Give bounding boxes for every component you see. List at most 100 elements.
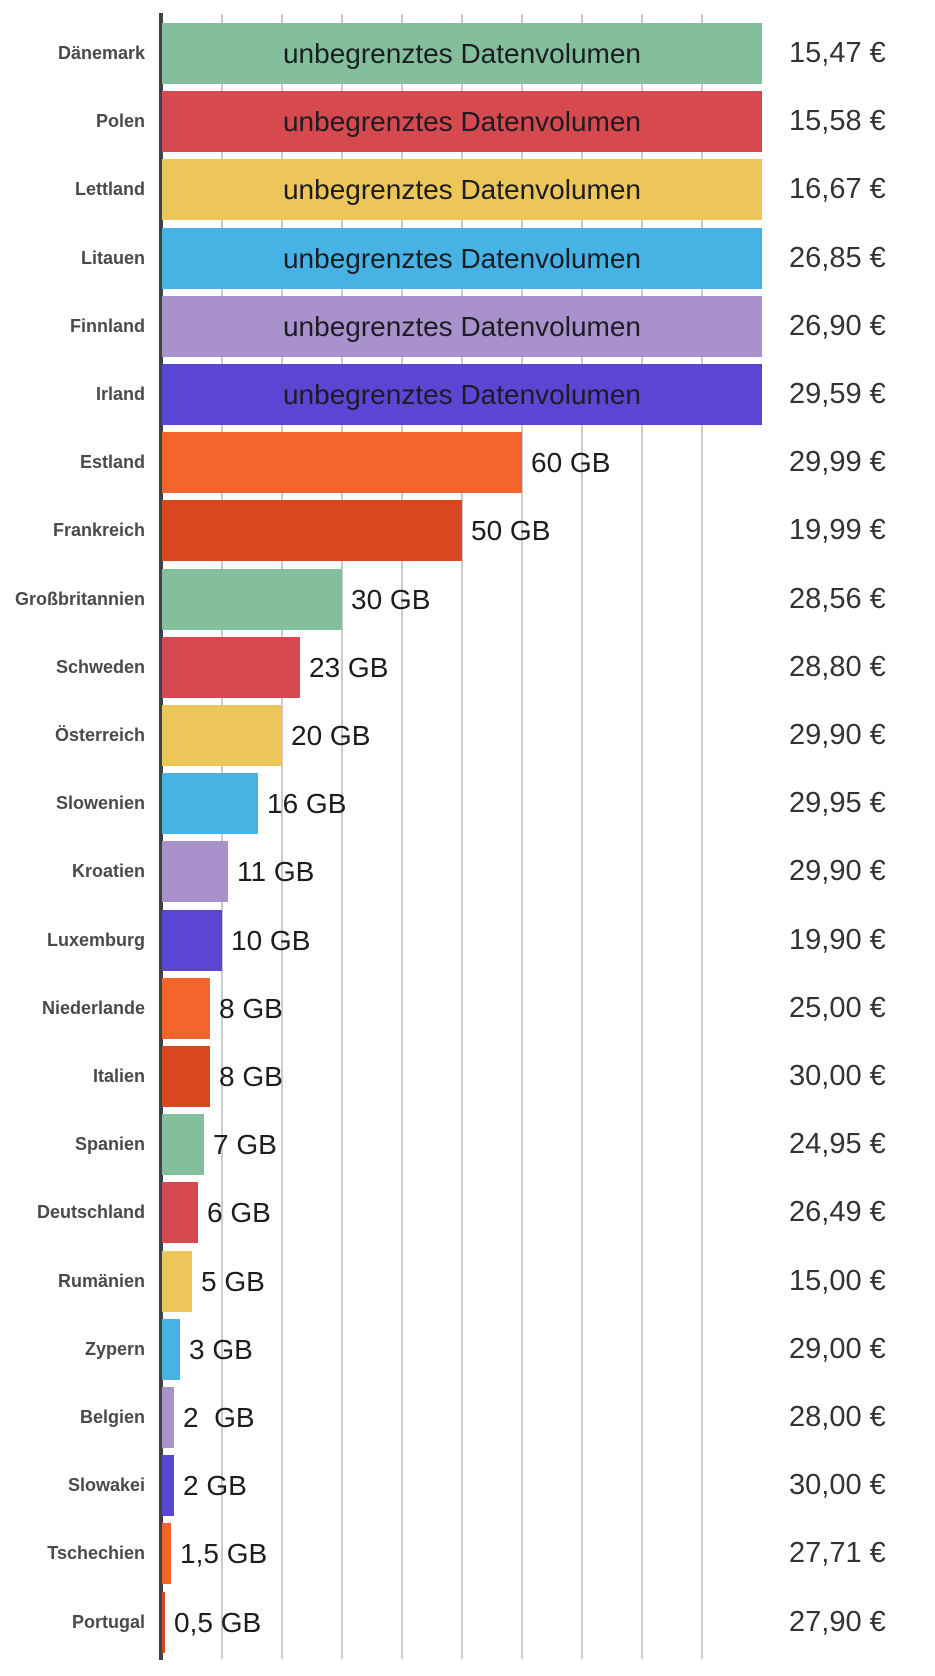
volume-value-label: 23 GB: [309, 652, 389, 683]
price-label: 30,00 €: [789, 1060, 886, 1092]
chart-row: Schweden 23 GB 28,80 €: [0, 637, 935, 698]
volume-value-label: 11 GB: [237, 856, 315, 887]
country-label: Kroatien: [71, 861, 145, 881]
price-label: 29,99 €: [789, 446, 886, 478]
country-label: Slowakei: [67, 1475, 145, 1495]
y-axis-line: [159, 13, 163, 1660]
price-label: 29,90 €: [789, 855, 886, 887]
volume-value-label: 30 GB: [351, 584, 431, 615]
data-volume-bar: [162, 1455, 174, 1516]
gridline-70gb: [581, 14, 583, 1659]
chart-row: Belgien 2 GB 28,00 €: [0, 1387, 935, 1448]
gridline-90gb: [701, 14, 703, 1659]
gridline-30gb: [341, 14, 343, 1659]
gridline-80gb: [641, 14, 643, 1659]
chart-row: Estland 60 GB 29,99 €: [0, 432, 935, 493]
country-label: Irland: [95, 384, 145, 404]
gridline-50gb: [461, 14, 463, 1659]
data-volume-bar: unbegrenztes Datenvolumen: [162, 159, 762, 220]
country-label: Italien: [92, 1066, 145, 1086]
country-label: Portugal: [71, 1612, 145, 1632]
country-label: Deutschland: [36, 1202, 145, 1222]
volume-value-label: 2 GB: [183, 1402, 255, 1433]
country-label: Schweden: [55, 657, 145, 677]
price-label: 16,67 €: [789, 173, 886, 205]
price-label: 19,99 €: [789, 514, 886, 546]
data-volume-bar: [162, 705, 282, 766]
data-volume-bar: unbegrenztes Datenvolumen: [162, 23, 762, 84]
volume-value-label: 8 GB: [219, 993, 283, 1024]
data-volume-bar: unbegrenztes Datenvolumen: [162, 91, 762, 152]
data-volume-bar: [162, 841, 228, 902]
price-label: 29,00 €: [789, 1333, 886, 1365]
chart-row: Kroatien 11 GB 29,90 €: [0, 841, 935, 902]
data-volume-bar: [162, 569, 342, 630]
data-volume-bar: [162, 773, 258, 834]
data-volume-bar: [162, 1114, 204, 1175]
country-label: Estland: [79, 452, 145, 472]
country-label: Dänemark: [57, 43, 145, 63]
country-label: Litauen: [80, 248, 145, 268]
price-label: 26,49 €: [789, 1196, 886, 1228]
country-label: Frankreich: [52, 520, 145, 540]
unlimited-volume-label: unbegrenztes Datenvolumen: [282, 174, 641, 205]
volume-value-label: 8 GB: [219, 1061, 283, 1092]
chart-row: Tschechien 1,5 GB 27,71 €: [0, 1523, 935, 1584]
price-label: 27,71 €: [789, 1537, 886, 1569]
volume-value-label: 16 GB: [267, 788, 347, 819]
country-label: Spanien: [74, 1134, 145, 1154]
volume-value-label: 60 GB: [531, 447, 611, 478]
chart-row: Großbritannien 30 GB 28,56 €: [0, 569, 935, 630]
unlimited-volume-label: unbegrenztes Datenvolumen: [282, 38, 641, 69]
unlimited-volume-label: unbegrenztes Datenvolumen: [282, 379, 641, 410]
price-label: 24,95 €: [789, 1128, 886, 1160]
chart-row: Lettland unbegrenztes Datenvolumen 16,67 €: [0, 159, 935, 220]
data-volume-bar: [162, 1182, 198, 1243]
chart-row: Deutschland 6 GB 26,49 €: [0, 1182, 935, 1243]
data-volume-bar: [162, 637, 300, 698]
country-label: Österreich: [54, 725, 145, 745]
data-volume-bar: unbegrenztes Datenvolumen: [162, 296, 762, 357]
country-label: Lettland: [75, 179, 145, 199]
price-label: 15,00 €: [789, 1265, 886, 1297]
price-label: 29,95 €: [789, 787, 886, 819]
country-label: Großbritannien: [15, 589, 145, 609]
chart-row: Portugal 0,5 GB 27,90 €: [0, 1592, 935, 1653]
price-label: 29,90 €: [789, 719, 886, 751]
chart-row: Zypern 3 GB 29,00 €: [0, 1319, 935, 1380]
gridline-60gb: [521, 14, 523, 1659]
unlimited-volume-label: unbegrenztes Datenvolumen: [282, 311, 641, 342]
volume-value-label: 5 GB: [201, 1266, 265, 1297]
volume-value-label: 20 GB: [291, 720, 371, 751]
volume-value-label: 2 GB: [183, 1470, 247, 1501]
country-label: Belgien: [79, 1407, 145, 1427]
price-label: 28,56 €: [789, 583, 886, 615]
unlimited-volume-label: unbegrenztes Datenvolumen: [282, 106, 641, 137]
data-volume-bar: [162, 978, 210, 1039]
country-label: Finnland: [70, 316, 145, 336]
data-volume-bar: [162, 500, 462, 561]
price-label: 28,80 €: [789, 651, 886, 683]
price-label: 15,58 €: [789, 105, 886, 137]
country-label: Zypern: [84, 1339, 145, 1359]
country-label: Tschechien: [47, 1543, 145, 1563]
data-volume-bar: unbegrenztes Datenvolumen: [162, 364, 762, 425]
chart-row: Slowenien 16 GB 29,95 €: [0, 773, 935, 834]
data-volume-bar: [162, 1319, 180, 1380]
price-label: 26,90 €: [789, 310, 886, 342]
country-label: Luxemburg: [46, 930, 145, 950]
gridline-20gb: [281, 14, 283, 1659]
data-volume-bar: [162, 1251, 192, 1312]
chart-row: Irland unbegrenztes Datenvolumen 29,59 €: [0, 364, 935, 425]
price-label: 30,00 €: [789, 1469, 886, 1501]
unlimited-volume-label: unbegrenztes Datenvolumen: [282, 243, 641, 274]
volume-value-label: 10 GB: [231, 925, 311, 956]
chart-row: Niederlande 8 GB 25,00 €: [0, 978, 935, 1039]
data-volume-bar: [162, 1523, 171, 1584]
price-label: 28,00 €: [789, 1401, 886, 1433]
price-label: 19,90 €: [789, 924, 886, 956]
chart-row: Frankreich 50 GB 19,99 €: [0, 500, 935, 561]
volume-value-label: 1,5 GB: [180, 1538, 268, 1569]
volume-value-label: 6 GB: [207, 1197, 271, 1228]
